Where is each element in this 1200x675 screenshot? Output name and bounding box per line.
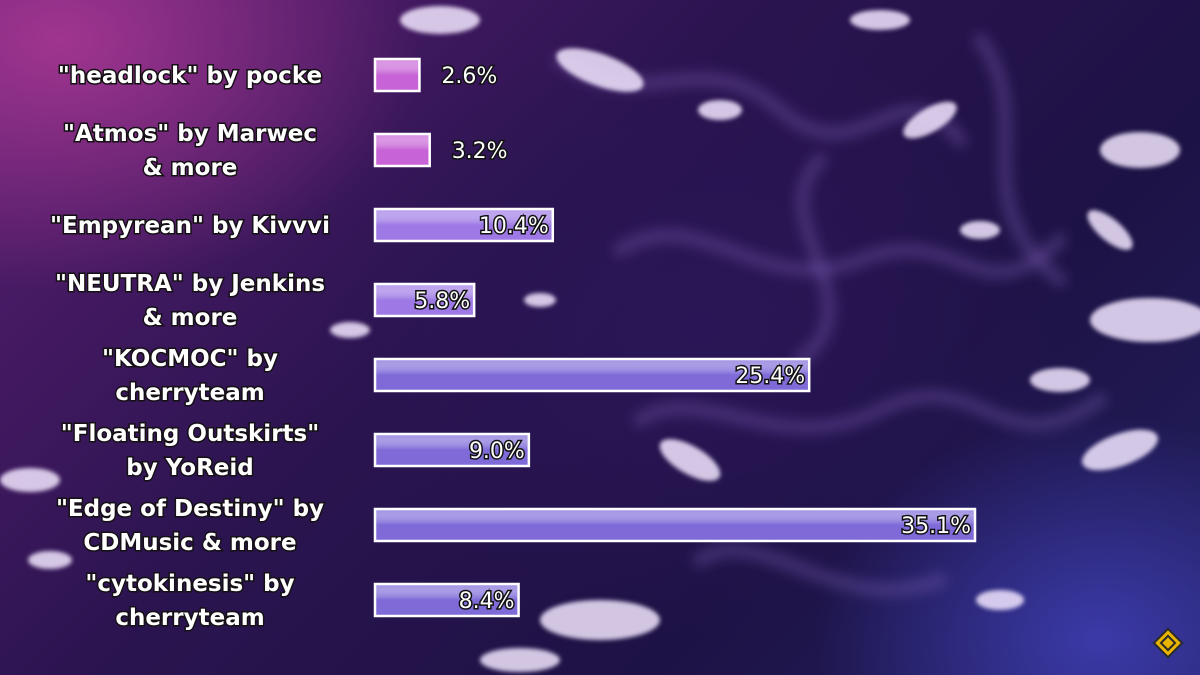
category-label-line: "Floating Outskirts": [61, 421, 319, 447]
value-label-5: 9.0%: [469, 439, 525, 464]
value-label-2: 10.4%: [479, 214, 549, 239]
diamond-badge-icon: [1152, 627, 1184, 659]
category-label-4: "KOCMOC" by cherryteam: [102, 346, 278, 406]
category-label-line: by YoReid: [126, 455, 253, 481]
category-label-line: "cytokinesis" by: [85, 571, 294, 597]
bar-2: [373, 207, 555, 243]
value-label-1: 3.2%: [452, 139, 508, 164]
category-label-line: "Edge of Destiny" by: [56, 496, 324, 522]
category-label-line: & more: [143, 155, 238, 181]
bar-7: [373, 582, 520, 618]
labels-layer: 2.6% "headlock" by pocke 3.2% "Atmos" by Ma…: [49, 62, 973, 633]
category-label-1: "Atmos" by Marwec & more: [63, 121, 317, 181]
category-label-5: "Floating Outskirts" by YoReid: [61, 421, 319, 481]
category-label-7: "cytokinesis" by cherryteam: [85, 571, 294, 631]
category-label-2: "Empyrean" by Kivvvi: [50, 213, 330, 239]
category-label-line: "Empyrean" by Kivvvi: [50, 213, 330, 239]
bar-1: [373, 132, 431, 168]
bar-5: [373, 432, 531, 468]
category-label-line: "KOCMOC" by: [102, 346, 278, 372]
value-label-0: 2.6%: [441, 64, 497, 89]
category-label-line: "Atmos" by Marwec: [63, 121, 317, 147]
category-label-line: & more: [143, 305, 238, 331]
bar-6: [373, 507, 977, 543]
bar-4: [373, 357, 811, 393]
value-label-7: 8.4%: [459, 589, 515, 614]
category-label-6: "Edge of Destiny" by CDMusic & more: [56, 496, 324, 556]
value-label-6: 35.1%: [901, 514, 971, 539]
bar-0: [373, 57, 421, 93]
value-label-4: 25.4%: [735, 364, 805, 389]
bars-layer: [373, 57, 977, 618]
category-label-line: "NEUTRA" by Jenkins: [55, 271, 325, 297]
value-label-3: 5.8%: [414, 289, 470, 314]
category-label-line: cherryteam: [115, 380, 264, 406]
category-label-line: CDMusic & more: [83, 530, 296, 556]
category-label-line: cherryteam: [115, 605, 264, 631]
category-label-0: "headlock" by pocke: [58, 63, 322, 89]
bar-3: [373, 282, 476, 318]
category-label-line: "headlock" by pocke: [58, 63, 322, 89]
category-label-3: "NEUTRA" by Jenkins & more: [55, 271, 325, 331]
